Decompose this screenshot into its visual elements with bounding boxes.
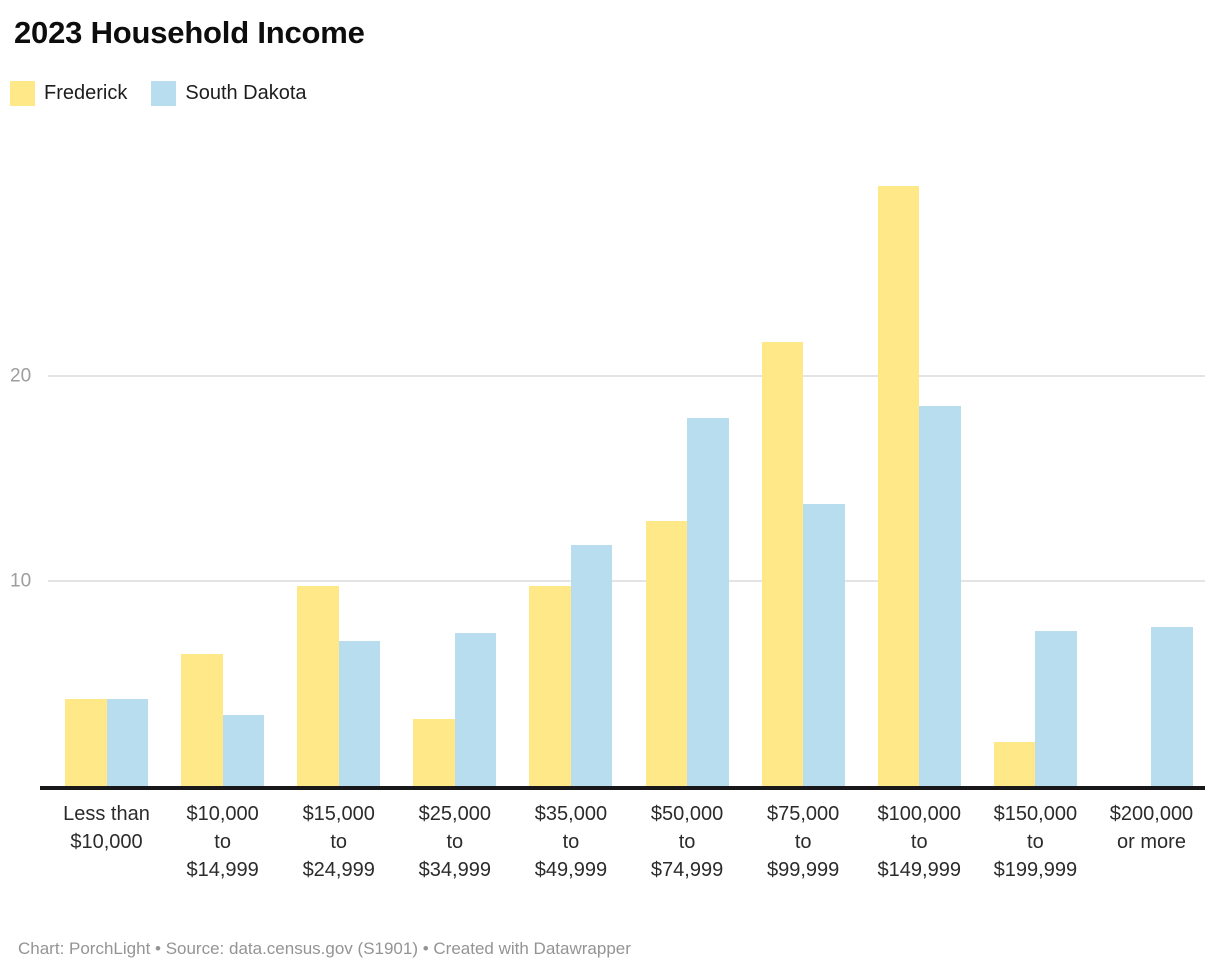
footer-attribution: Chart: PorchLight • Source: data.census.… [18,939,631,958]
frederick-color-swatch [10,80,35,106]
legend-label-frederick: Frederick [44,81,128,104]
bar-frederick [761,342,804,787]
bar-south-dakota [803,504,845,787]
bar-south-dakota [454,633,497,787]
x-axis-label-5: $50,000 to $74,999 [650,803,724,881]
bar-frederick [297,586,339,787]
south-dakota-color-swatch [151,80,177,106]
bar-south-dakota [919,405,961,787]
x-axis-label-1: $10,000 to $14,999 [186,803,259,881]
plot-area: 20 10 [10,137,1205,790]
bar-group-4 [529,545,613,787]
bar-frederick [65,698,107,787]
x-axis-baseline [40,786,1205,790]
x-axis-label-4: $35,000 to $49,999 [534,803,608,881]
x-label-cell-9: $200,000 or more [1110,800,1193,888]
bar-group-7 [877,186,961,787]
legend: Frederick South Dakota [10,80,1220,106]
x-label-cell-6: $75,000 to $99,999 [762,800,845,888]
bar-frederick [993,741,1036,787]
x-label-cell-2: $15,000 to $24,999 [297,800,380,888]
bar-frederick [877,186,920,787]
x-axis-label-7: $100,000 to $149,999 [877,803,961,881]
bar-group-6 [761,342,845,787]
bar-frederick [413,719,455,787]
bar-frederick [181,653,223,787]
bars-row [48,137,1205,787]
y-tick-label-10: 10 [10,570,32,592]
bar-south-dakota [1151,627,1193,787]
x-axis-labels: Less than $10,000 $10,000 to $14,999 $15,0… [48,800,1205,888]
bar-group-2 [297,586,381,787]
bar-south-dakota [687,418,729,787]
x-axis-label-6: $75,000 to $99,999 [767,803,840,881]
legend-item-south-dakota: South Dakota [151,80,307,106]
bar-south-dakota [338,641,381,787]
legend-item-frederick: Frederick [10,80,128,106]
x-axis-label-8: $150,000 to $199,999 [993,803,1078,881]
x-axis-label-9: $200,000 or more [1109,803,1194,853]
bar-frederick [529,586,571,787]
bar-group-3 [413,633,497,787]
x-axis-label-0: Less than $10,000 [63,803,150,853]
x-label-cell-4: $35,000 to $49,999 [529,800,612,888]
legend-label-south-dakota: South Dakota [185,81,307,104]
gridline-10: 10 [10,572,1205,591]
gridline-20: 20 [10,367,1205,386]
chart-title: 2023 Household Income [14,15,365,50]
bar-group-1 [181,653,265,787]
bar-south-dakota [106,698,148,787]
x-label-cell-3: $25,000 to $34,999 [413,800,496,888]
x-label-cell-8: $150,000 to $199,999 [994,800,1077,888]
bar-group-8 [993,631,1077,787]
x-label-cell-0: Less than $10,000 [63,800,150,888]
x-axis-label-2: $15,000 to $24,999 [302,803,375,881]
bar-south-dakota [570,545,613,787]
x-label-cell-7: $100,000 to $149,999 [878,800,961,888]
x-label-cell-5: $50,000 to $74,999 [646,800,729,888]
bar-group-0 [65,698,148,787]
x-label-cell-1: $10,000 to $14,999 [181,800,264,888]
y-tick-label-20: 20 [10,365,32,387]
bar-group-5 [645,418,729,787]
x-axis-label-3: $25,000 to $34,999 [418,803,491,881]
bar-south-dakota [1035,631,1077,787]
bar-south-dakota [222,715,265,787]
bar-frederick [645,520,688,787]
bar-group-9 [1110,627,1193,787]
